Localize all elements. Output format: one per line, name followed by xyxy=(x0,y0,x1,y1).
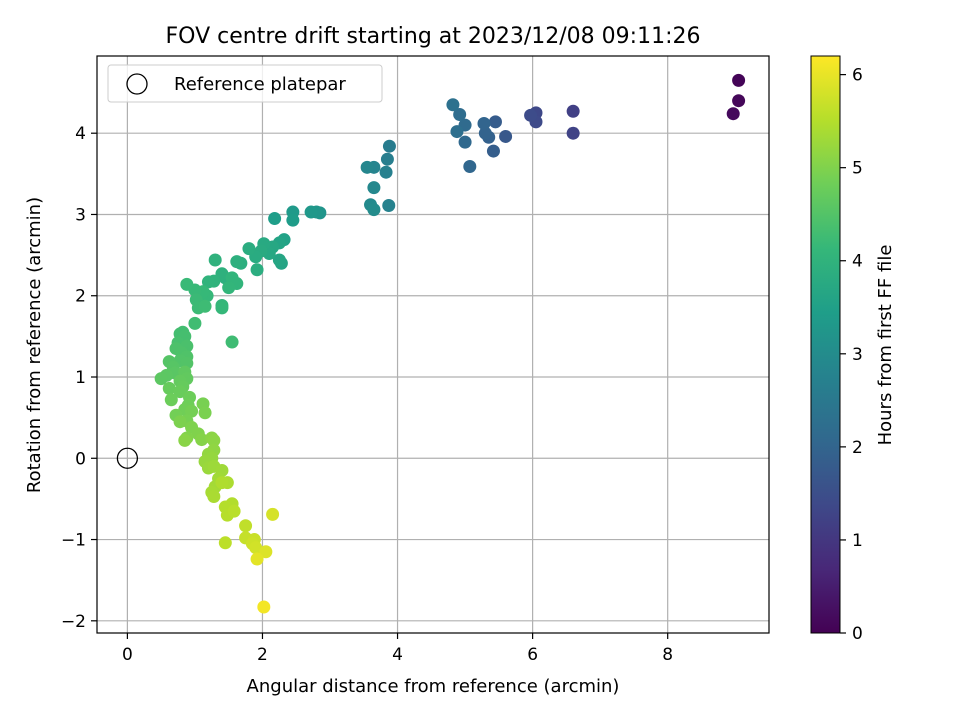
data-point xyxy=(566,126,580,140)
data-point xyxy=(250,263,264,277)
data-point xyxy=(453,108,467,122)
data-point xyxy=(458,135,472,149)
data-point xyxy=(450,125,464,139)
y-axis-ticks: −2 −1 0 1 2 3 4 xyxy=(61,124,97,632)
data-point xyxy=(207,433,221,447)
data-point xyxy=(360,160,374,174)
data-point xyxy=(230,255,244,269)
data-point xyxy=(732,73,746,87)
colorbar-tick-label: 5 xyxy=(852,159,863,179)
chart-title: FOV centre drift starting at 2023/12/08 … xyxy=(166,24,701,49)
data-point xyxy=(382,139,396,153)
x-tick-label: 0 xyxy=(122,645,133,665)
data-point xyxy=(499,129,513,143)
legend-entry-label: Reference platepar xyxy=(174,74,346,95)
data-point xyxy=(304,205,318,219)
legend: Reference platepar xyxy=(107,64,383,103)
colorbar-ticks: 0 1 2 3 4 5 6 xyxy=(840,66,863,644)
y-tick-label: 1 xyxy=(75,368,86,388)
x-tick-label: 4 xyxy=(392,645,403,665)
data-point xyxy=(272,253,286,267)
x-axis-label: Angular distance from reference (arcmin) xyxy=(247,676,620,697)
data-point xyxy=(380,152,394,166)
data-point xyxy=(367,181,381,195)
data-point xyxy=(239,519,253,533)
y-tick-label: 3 xyxy=(75,205,86,225)
colorbar-tick-label: 0 xyxy=(852,624,863,644)
colorbar-tick-label: 6 xyxy=(852,66,863,86)
data-point xyxy=(188,316,202,330)
data-point xyxy=(225,335,239,349)
data-point xyxy=(266,507,280,521)
data-point xyxy=(173,415,187,429)
data-point xyxy=(198,299,212,313)
data-point xyxy=(446,98,460,112)
colorbar-tick-label: 2 xyxy=(852,438,863,458)
y-tick-label: 0 xyxy=(75,449,86,469)
colorbar xyxy=(811,56,840,633)
data-point xyxy=(566,104,580,118)
y-tick-label: −2 xyxy=(61,612,86,632)
colorbar-label: Hours from first FF file xyxy=(875,245,896,446)
colorbar-tick-label: 4 xyxy=(852,252,863,272)
data-point xyxy=(367,203,381,217)
data-point xyxy=(173,385,187,399)
data-point xyxy=(488,115,502,129)
data-point xyxy=(242,242,256,256)
data-point xyxy=(215,301,229,315)
x-tick-label: 8 xyxy=(662,645,673,665)
x-tick-label: 6 xyxy=(527,645,538,665)
plot-frame xyxy=(96,55,770,634)
data-point xyxy=(268,212,282,226)
data-point xyxy=(524,108,538,122)
data-point xyxy=(726,107,740,121)
data-point xyxy=(257,600,271,614)
x-tick-label: 2 xyxy=(257,645,268,665)
colorbar-tick-label: 3 xyxy=(852,345,863,365)
data-point xyxy=(477,116,491,130)
legend-box xyxy=(107,64,383,103)
data-point xyxy=(732,94,746,108)
data-point xyxy=(195,433,209,447)
data-point xyxy=(478,126,492,140)
data-point xyxy=(286,213,300,227)
data-point xyxy=(162,381,176,395)
data-point xyxy=(259,545,273,559)
data-point xyxy=(180,277,194,291)
reference-marker-layer xyxy=(116,447,139,469)
y-tick-label: 4 xyxy=(75,124,86,144)
legend-marker-icon xyxy=(126,73,148,95)
data-point xyxy=(185,404,199,418)
y-axis-label: Rotation from reference (arcmin) xyxy=(24,197,45,493)
colorbar-tick-label: 1 xyxy=(852,531,863,551)
data-point xyxy=(463,160,477,174)
data-point xyxy=(178,433,192,447)
data-point xyxy=(154,372,168,386)
data-point xyxy=(382,199,396,213)
data-point xyxy=(208,253,222,267)
y-tick-label: 2 xyxy=(75,287,86,307)
data-point xyxy=(198,406,212,420)
scatter-points xyxy=(154,73,746,614)
data-point xyxy=(222,281,236,295)
data-point xyxy=(215,476,229,490)
data-point xyxy=(201,275,215,289)
y-tick-label: −1 xyxy=(61,531,86,551)
data-point xyxy=(486,144,500,158)
data-point xyxy=(227,504,241,518)
data-point xyxy=(164,393,178,407)
colorbar-frame xyxy=(810,55,841,634)
data-point xyxy=(379,165,393,179)
data-point xyxy=(249,541,263,555)
data-point xyxy=(218,536,232,550)
data-point xyxy=(207,489,221,503)
reference-platepar-marker xyxy=(116,447,139,469)
x-axis-ticks: 0 2 4 6 8 xyxy=(122,633,673,665)
data-point xyxy=(250,552,264,566)
